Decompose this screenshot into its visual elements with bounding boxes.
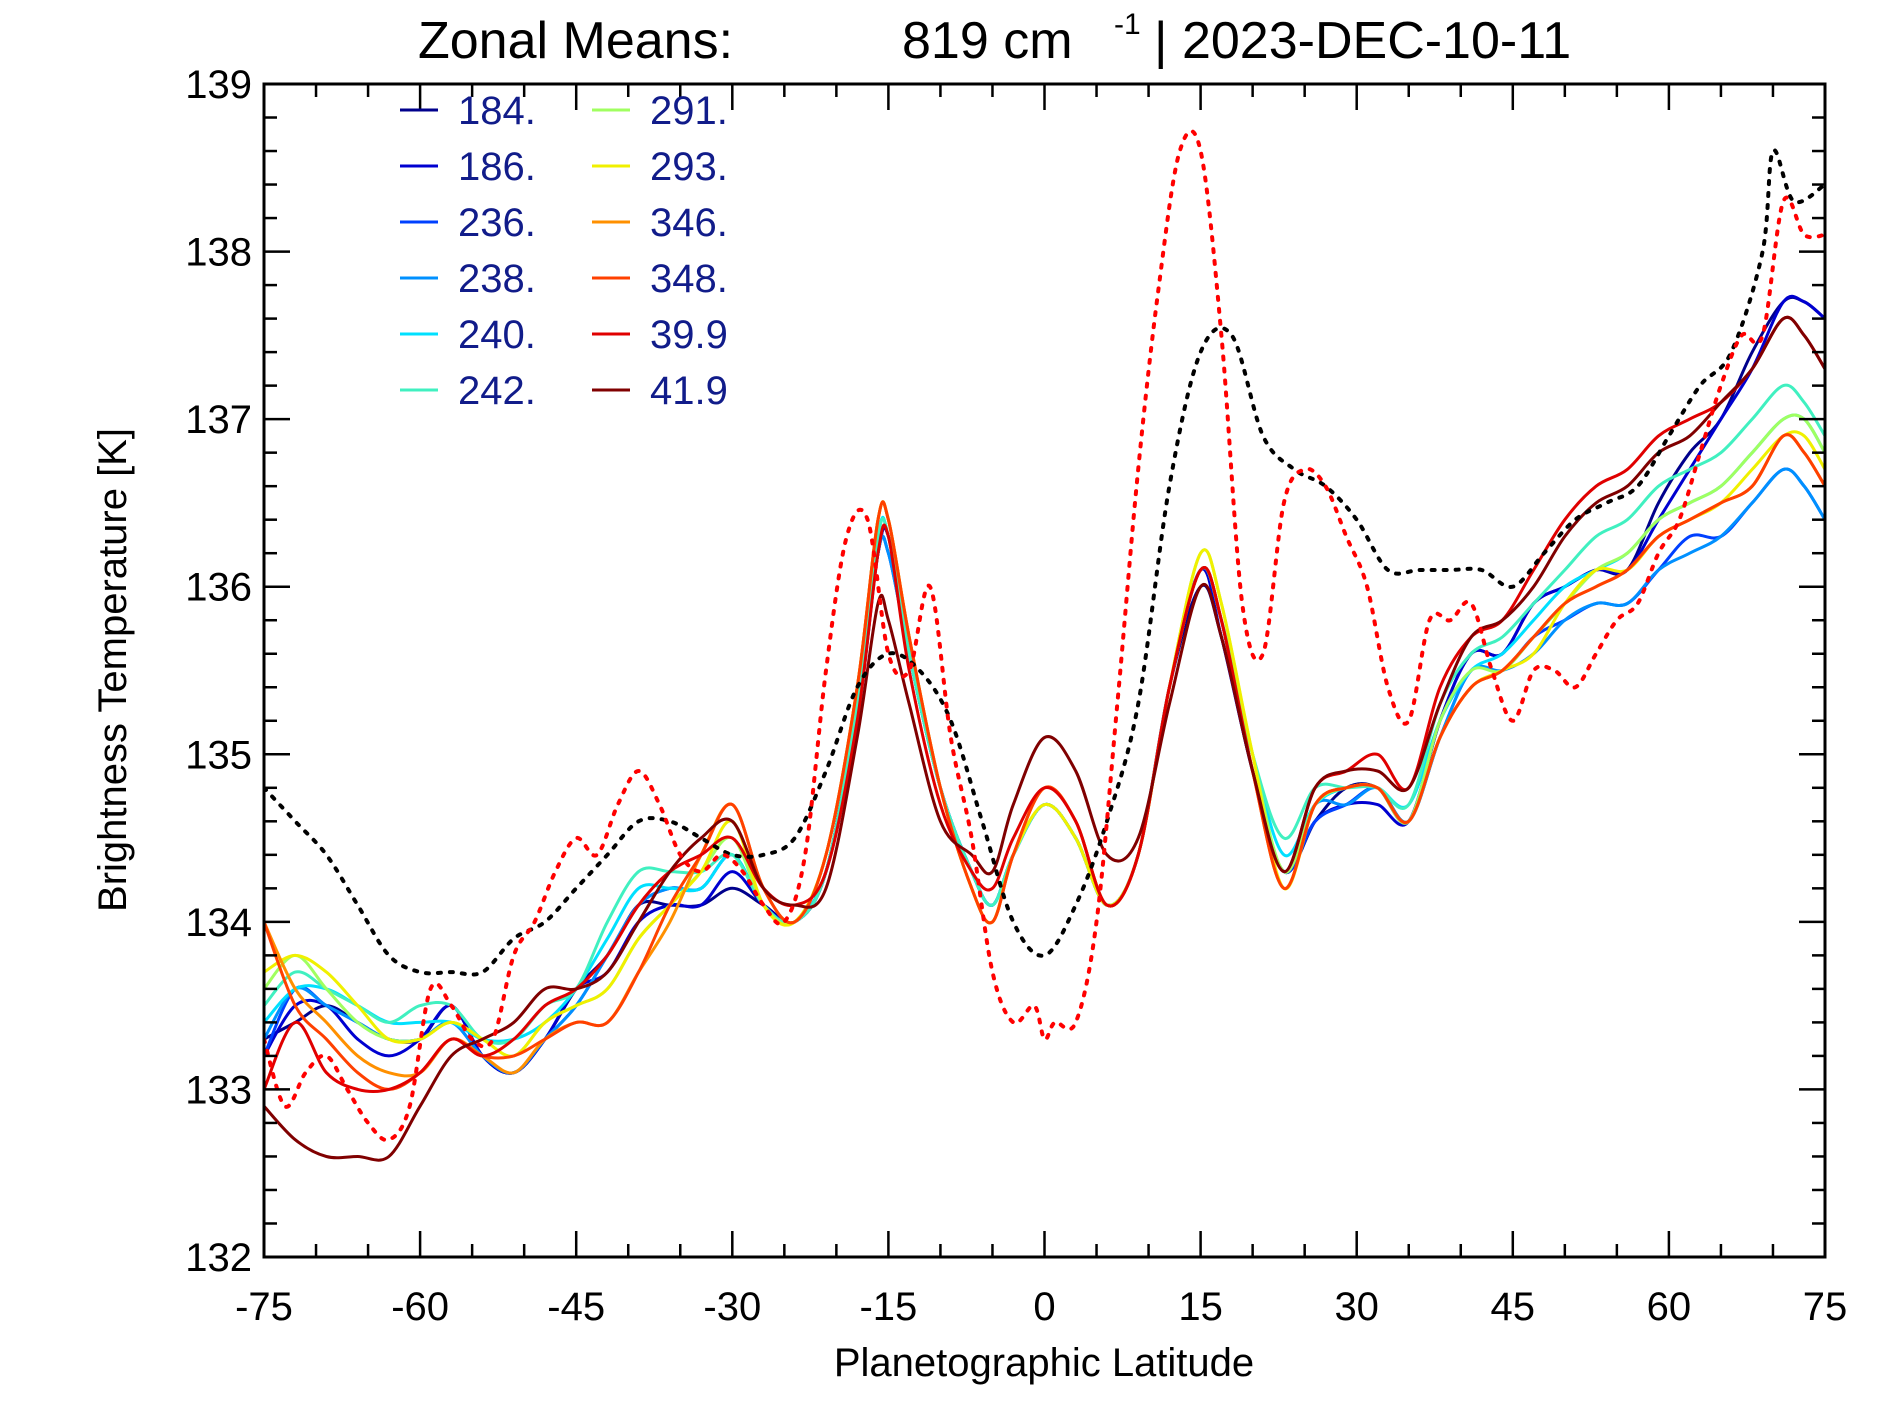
y-tick-label: 135 bbox=[185, 733, 252, 777]
legend-label: 236. bbox=[458, 201, 536, 245]
legend-label: 186. bbox=[458, 145, 536, 189]
y-tick-label: 137 bbox=[185, 398, 252, 442]
series-line-236 bbox=[264, 467, 1825, 1075]
chart-title-superscript: -1 bbox=[1114, 8, 1141, 41]
chart-title-date: | 2023-DEC-10-11 bbox=[1154, 12, 1571, 70]
series-line-dotted-ff0000 bbox=[264, 129, 1825, 1143]
series-line-348 bbox=[264, 433, 1825, 1091]
series-line-399 bbox=[264, 315, 1825, 1093]
series-line-293 bbox=[264, 430, 1825, 1058]
legend-label: 348. bbox=[650, 257, 728, 301]
x-tick-label: -15 bbox=[859, 1285, 917, 1329]
legend-item: 238. bbox=[400, 257, 536, 301]
axis-ticks bbox=[262, 82, 1827, 1259]
x-tick-label: 75 bbox=[1803, 1285, 1848, 1329]
chart-title: Zonal Means: 819 cm -1 | 2023-DEC-10-11 bbox=[418, 8, 1571, 70]
y-tick-label: 136 bbox=[185, 566, 252, 610]
legend-label: 293. bbox=[650, 145, 728, 189]
legend-label: 240. bbox=[458, 313, 536, 357]
legend-item: 242. bbox=[400, 369, 536, 413]
x-axis-label: Planetographic Latitude bbox=[834, 1341, 1254, 1385]
x-tick-label: 0 bbox=[1033, 1285, 1055, 1329]
series-line-238 bbox=[264, 467, 1825, 1075]
series-line-346 bbox=[264, 433, 1825, 1078]
legend-item: 184. bbox=[400, 89, 536, 133]
legend-label: 238. bbox=[458, 257, 536, 301]
x-tick-label: 60 bbox=[1647, 1285, 1692, 1329]
legend-item: 39.9 bbox=[592, 313, 728, 357]
x-tick-label: 30 bbox=[1334, 1285, 1379, 1329]
y-tick-label: 132 bbox=[185, 1236, 252, 1280]
y-tick-label: 134 bbox=[185, 901, 252, 945]
series-line-242 bbox=[264, 383, 1825, 1045]
legend-item: 186. bbox=[400, 145, 536, 189]
legend-label: 291. bbox=[650, 89, 728, 133]
legend-item: 348. bbox=[592, 257, 728, 301]
legend-label: 41.9 bbox=[650, 369, 728, 413]
legend-item: 41.9 bbox=[592, 369, 728, 413]
x-tick-label: -30 bbox=[703, 1285, 761, 1329]
x-tick-label: -45 bbox=[547, 1285, 605, 1329]
series-line-419 bbox=[264, 315, 1825, 1162]
legend-item: 240. bbox=[400, 313, 536, 357]
legend-label: 242. bbox=[458, 369, 536, 413]
series-lines bbox=[264, 129, 1825, 1162]
legend-item: 293. bbox=[592, 145, 728, 189]
x-tick-label: 15 bbox=[1178, 1285, 1223, 1329]
y-tick-label: 139 bbox=[185, 63, 252, 107]
x-tick-label: 45 bbox=[1491, 1285, 1536, 1329]
y-axis-label: Brightness Temperature [K] bbox=[91, 428, 135, 912]
legend-item: 291. bbox=[592, 89, 728, 133]
chart-title-prefix: Zonal Means: bbox=[418, 12, 733, 70]
legend-item: 236. bbox=[400, 201, 536, 245]
x-tick-labels: -75 -60 -45 -30 -15 0 15 30 45 60 75 bbox=[235, 1285, 1847, 1329]
x-tick-label: -60 bbox=[391, 1285, 449, 1329]
chart-title-wavenumber: 819 cm bbox=[902, 12, 1073, 70]
x-tick-label: -75 bbox=[235, 1285, 293, 1329]
legend: 184. 186. 236. 238. 240. 242. 291. 293. 346. 348.… bbox=[400, 89, 728, 413]
y-tick-labels: 132 133 134 135 136 137 138 139 bbox=[185, 63, 252, 1280]
y-tick-label: 138 bbox=[185, 231, 252, 275]
y-tick-label: 133 bbox=[185, 1068, 252, 1112]
legend-label: 346. bbox=[650, 201, 728, 245]
legend-item: 346. bbox=[592, 201, 728, 245]
series-line-184 bbox=[264, 295, 1825, 1075]
legend-label: 39.9 bbox=[650, 313, 728, 357]
legend-label: 184. bbox=[458, 89, 536, 133]
